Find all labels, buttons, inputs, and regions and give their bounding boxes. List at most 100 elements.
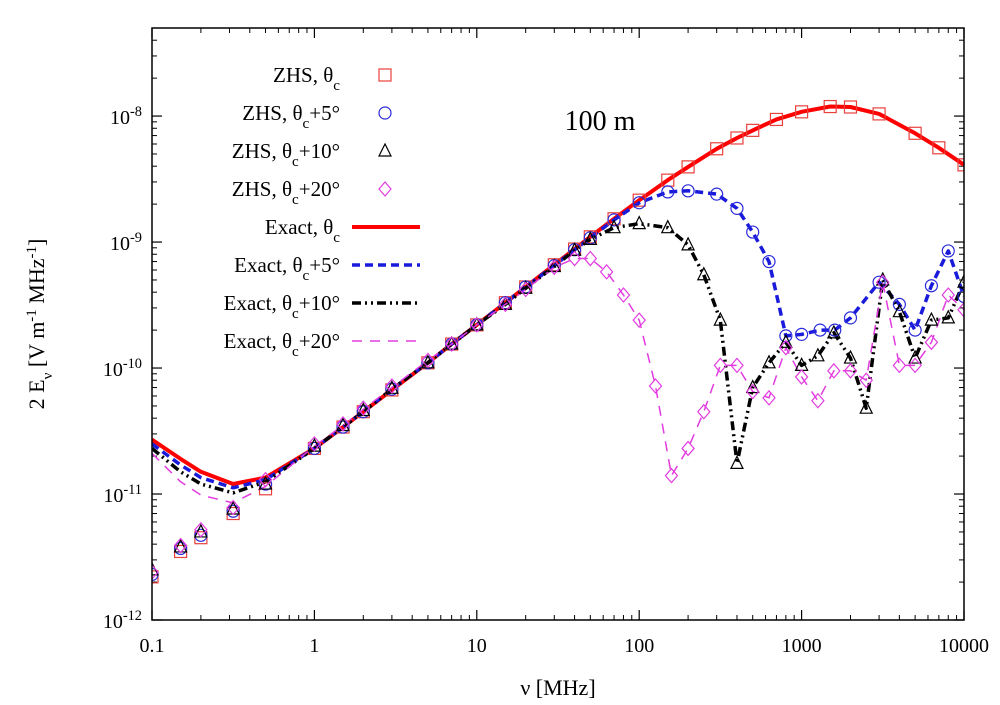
y-tick-label: 10-9 — [110, 230, 142, 255]
data-point — [567, 241, 582, 256]
data-point — [607, 219, 622, 234]
data-point — [583, 250, 598, 267]
data-point — [745, 383, 760, 400]
x-tick-label: 100 — [624, 635, 654, 657]
data-point — [843, 100, 858, 114]
data-point — [696, 266, 711, 281]
data-point — [957, 273, 964, 288]
legend-label: Exact, θc+20° — [224, 329, 340, 360]
legend: ZHS, θc ZHS, θc+5° ZHS, θc+10° ZHS, θc+20° E… — [224, 63, 420, 360]
data-point — [892, 303, 907, 318]
data-point — [924, 311, 939, 326]
data-point — [710, 187, 724, 201]
data-point — [226, 504, 240, 518]
data-point — [762, 389, 776, 406]
x-tick-label: 10 — [467, 635, 487, 657]
data-point — [810, 347, 825, 362]
data-point — [730, 131, 744, 145]
data-point — [152, 564, 159, 581]
data-point — [194, 521, 208, 538]
data-point — [908, 323, 922, 337]
data-point — [827, 362, 841, 379]
data-point — [356, 400, 371, 417]
data-point — [872, 107, 886, 121]
data-point — [872, 275, 886, 289]
data-point — [518, 281, 533, 298]
data-point — [794, 369, 809, 385]
data-point — [875, 274, 890, 291]
data-point — [794, 105, 809, 119]
data-point — [828, 323, 842, 337]
data-point — [385, 382, 399, 396]
data-point — [648, 378, 663, 394]
data-point — [607, 213, 621, 227]
data-point — [194, 528, 208, 542]
series-markers-3 — [152, 215, 964, 576]
data-point — [498, 296, 513, 310]
x-tick-label: 0.1 — [140, 635, 165, 657]
tick-labels: 0.1 1 10 100 1000 10000 10-12 10-11 10-10 10-9 10-… — [103, 104, 989, 657]
data-point — [813, 323, 827, 337]
data-point — [632, 215, 647, 230]
data-point — [173, 537, 188, 554]
data-point — [356, 405, 370, 419]
data-point — [518, 279, 533, 294]
data-point — [307, 435, 322, 452]
data-point — [794, 327, 809, 341]
plot-frame — [151, 27, 965, 621]
data-point — [746, 225, 760, 239]
y-tick-label: 10-12 — [103, 608, 142, 633]
data-point — [469, 316, 484, 331]
data-point — [779, 339, 793, 356]
data-point — [811, 392, 825, 409]
data-point — [258, 471, 273, 488]
legend-label: ZHS, θc+5° — [242, 101, 340, 132]
legend-marker — [378, 181, 392, 197]
data-point — [226, 499, 240, 516]
legend-label: Exact, θc — [265, 215, 340, 246]
data-point — [632, 312, 646, 329]
data-point — [632, 196, 646, 210]
annotation-label: 100 m — [565, 106, 636, 137]
data-point — [547, 258, 562, 273]
data-point — [932, 141, 946, 155]
data-point — [823, 99, 837, 114]
data-point — [710, 142, 724, 156]
data-point — [908, 357, 922, 374]
x-tick-label: 1000 — [782, 635, 822, 657]
data-point — [307, 441, 321, 456]
data-point — [746, 123, 760, 137]
data-point — [843, 362, 858, 379]
data-point — [713, 311, 728, 326]
data-point — [336, 416, 350, 432]
data-point — [385, 378, 399, 394]
data-point — [924, 334, 939, 351]
y-tick-label: 10-8 — [110, 104, 142, 129]
legend-label: Exact, θc+5° — [234, 253, 340, 284]
data-point — [681, 184, 695, 198]
series-markers-4 — [152, 250, 964, 581]
legend-marker — [378, 68, 392, 82]
legend-label: ZHS, θc+10° — [232, 139, 340, 170]
data-point — [859, 372, 874, 389]
data-point — [859, 399, 874, 414]
data-point — [421, 352, 435, 369]
data-point — [470, 316, 484, 333]
data-point — [173, 541, 188, 556]
series-markers-2 — [152, 184, 964, 582]
legend-label: ZHS, θc — [273, 63, 340, 94]
y-tick-label: 10-11 — [103, 482, 142, 507]
data-point — [730, 357, 744, 374]
legend-label: Exact, θc+10° — [224, 291, 340, 322]
data-point — [661, 185, 675, 199]
y-tick-label: 10-10 — [103, 356, 142, 381]
data-point — [941, 287, 956, 303]
x-axis-label: ν [MHz] — [520, 675, 595, 700]
data-series-layer — [152, 99, 964, 584]
data-point — [660, 219, 675, 234]
legend-label: ZHS, θc+20° — [232, 177, 340, 208]
data-point — [779, 329, 793, 343]
data-point — [616, 287, 631, 303]
data-point — [957, 289, 964, 304]
